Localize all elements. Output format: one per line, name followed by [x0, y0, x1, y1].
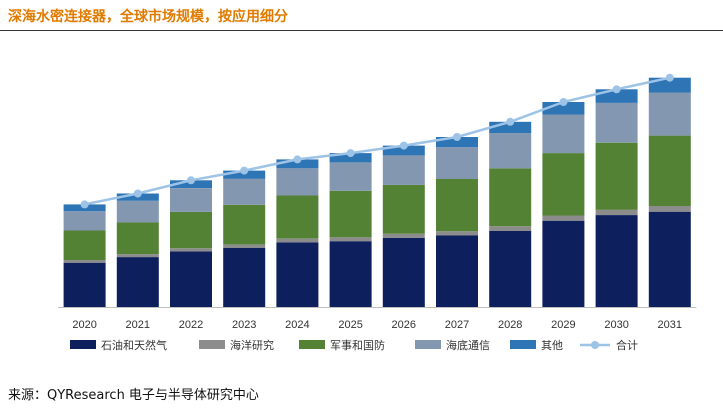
bar-segment-3-2028: [489, 133, 532, 169]
bar-segment-3-2030: [595, 102, 638, 143]
bar-segment-0-2030: [595, 215, 638, 307]
bar-segment-2-2028: [489, 168, 532, 227]
bar-segment-1-2025: [329, 237, 372, 242]
bar-segment-3-2025: [329, 162, 372, 191]
bar-segment-0-2026: [382, 237, 425, 307]
bar-segment-2-2024: [276, 195, 319, 239]
bar-segment-0-2027: [436, 235, 478, 307]
bar-segment-0-2023: [223, 248, 266, 307]
bar-segment-1-2022: [170, 248, 212, 252]
bar-segment-1-2026: [382, 233, 425, 238]
total-point-2021: [133, 189, 142, 198]
bar-segment-2-2020: [63, 230, 106, 260]
bar-segment-3-2022: [170, 188, 212, 212]
total-point-2027: [453, 133, 461, 141]
bar-segment-3-2031: [648, 92, 691, 136]
bar-segment-0-2025: [329, 241, 372, 307]
x-tick-label-2022: 2022: [179, 319, 203, 331]
legend-swatch-0: [70, 340, 96, 349]
title-divider: [0, 30, 723, 31]
bar-segment-2-2021: [116, 222, 159, 255]
bar-segment-4-2026: [382, 145, 425, 156]
x-tick-label-2027: 2027: [445, 319, 469, 331]
bar-segment-0-2020: [63, 262, 106, 307]
bar-segment-3-2027: [436, 147, 478, 179]
bar-segment-0-2022: [170, 251, 212, 307]
bar-segment-1-2021: [116, 254, 159, 258]
bar-segment-1-2027: [436, 231, 478, 236]
bar-segment-4-2031: [648, 77, 691, 93]
bar-segment-1-2020: [63, 260, 106, 263]
x-tick-label-2031: 2031: [658, 319, 682, 331]
bar-segment-1-2030: [595, 209, 638, 215]
bar-segment-2-2027: [436, 179, 478, 232]
bar-segment-2-2029: [542, 153, 585, 216]
bar-segment-1-2024: [276, 238, 319, 243]
x-tick-label-2028: 2028: [498, 319, 522, 331]
bar-segment-0-2031: [648, 211, 691, 307]
total-point-2031: [665, 73, 674, 82]
bar-segment-2-2025: [329, 190, 372, 238]
bar-segment-0-2029: [542, 220, 585, 307]
legend-swatch-2: [299, 340, 325, 349]
bar-segment-4-2023: [223, 170, 266, 179]
legend-label-4: 其他: [541, 339, 563, 352]
x-tick-label-2026: 2026: [392, 319, 416, 331]
bar-segment-3-2024: [276, 168, 319, 196]
bar-segment-3-2026: [382, 155, 425, 185]
bar-segment-2-2026: [382, 184, 425, 234]
total-point-2029: [559, 98, 568, 106]
bar-segment-1-2028: [489, 226, 532, 231]
bar-segment-3-2023: [223, 178, 266, 205]
total-point-2026: [399, 141, 408, 150]
bar-segment-2-2030: [595, 142, 638, 210]
x-tick-label-2025: 2025: [338, 319, 362, 331]
total-point-2030: [612, 85, 621, 94]
bar-segment-0-2024: [276, 242, 319, 307]
legend-swatch-1: [199, 340, 225, 349]
total-point-2025: [346, 149, 355, 158]
bar-segment-4-2028: [489, 121, 532, 134]
total-point-2028: [506, 117, 515, 126]
bar-segment-3-2020: [63, 211, 106, 231]
legend-swatch-marker: [591, 341, 599, 349]
bar-segment-4-2027: [436, 137, 478, 148]
legend-swatch-4: [510, 340, 536, 349]
x-tick-label-2020: 2020: [72, 319, 96, 331]
x-tick-label-2021: 2021: [126, 319, 150, 331]
bar-segment-1-2029: [542, 215, 585, 221]
legend-label-3: 海底通信: [446, 338, 490, 352]
x-tick-label-2029: 2029: [551, 319, 575, 331]
x-tick-label-2024: 2024: [285, 319, 309, 331]
bar-segment-4-2025: [329, 153, 372, 163]
total-line: [84, 76, 671, 206]
legend-swatch-3: [415, 340, 441, 349]
bar-segment-2-2031: [648, 135, 691, 206]
total-point-2023: [240, 166, 249, 175]
bar-segment-3-2021: [116, 200, 159, 223]
x-tick-label-2030: 2030: [604, 319, 628, 331]
bar-segment-2-2023: [223, 204, 266, 245]
bar-segment-1-2023: [223, 244, 266, 248]
legend-label-2: 军事和国防: [330, 338, 385, 352]
legend-label-1: 海洋研究: [230, 338, 274, 352]
bar-segment-0-2021: [116, 257, 159, 307]
bar-segment-3-2029: [542, 114, 585, 154]
total-point-2024: [293, 155, 302, 164]
total-point-2020: [80, 200, 89, 209]
source-note: 来源：QYResearch 电子与半导体研究中心: [8, 388, 259, 403]
bar-segment-2-2022: [170, 211, 212, 249]
total-point-2022: [187, 176, 195, 185]
chart-title: 深海水密连接器，全球市场规模，按应用细分: [8, 9, 288, 25]
legend-label-5: 合计: [616, 338, 638, 352]
bar-segment-0-2028: [489, 231, 532, 307]
x-tick-label-2023: 2023: [232, 319, 256, 331]
bar-segment-4-2024: [276, 159, 319, 169]
bar-segment-1-2031: [648, 206, 691, 212]
legend-label-0: 石油和天然气: [101, 338, 167, 352]
